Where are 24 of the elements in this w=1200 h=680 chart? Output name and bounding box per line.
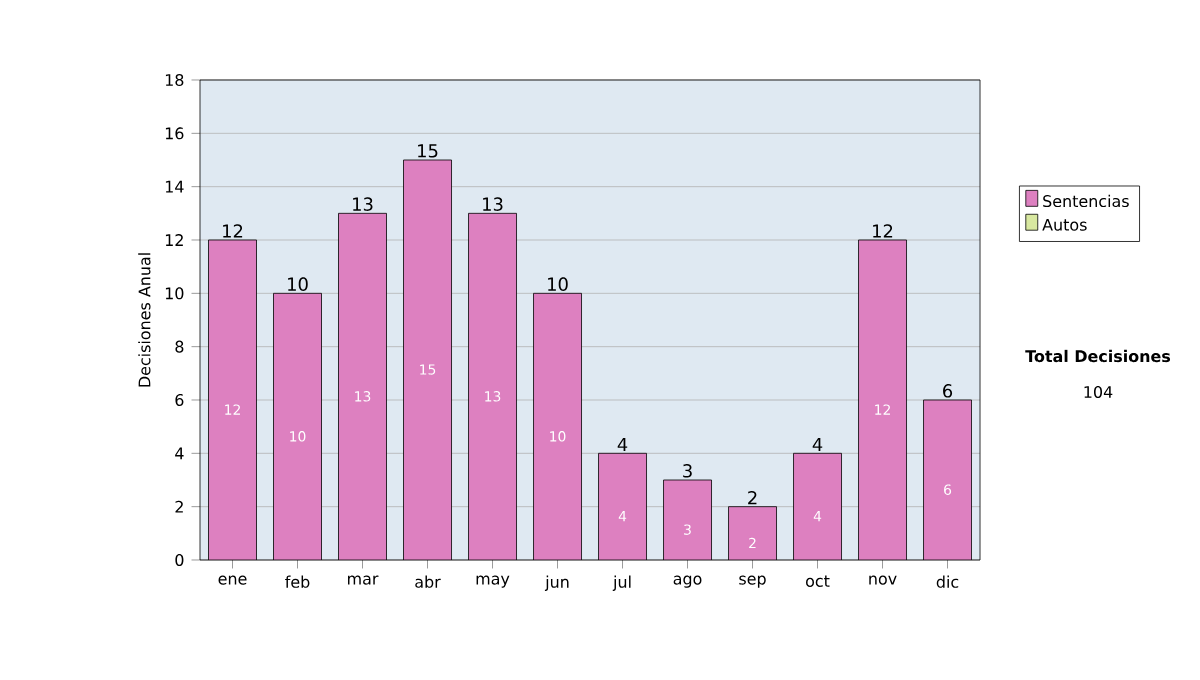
total-label: 12 (223, 224, 243, 238)
total-label: 10 (288, 277, 308, 291)
total-label: 13 (353, 197, 373, 211)
bar (923, 399, 972, 560)
total-label: 10 (548, 277, 568, 291)
bar (663, 480, 712, 560)
total-label: 4 (812, 437, 823, 451)
total-label: 6 (943, 384, 953, 398)
total-label: 4 (617, 437, 628, 451)
bar (338, 213, 387, 560)
bar (793, 453, 842, 560)
total-label: 2 (748, 490, 757, 505)
bar (728, 506, 777, 560)
bar (598, 453, 647, 560)
total-label: 3 (683, 464, 692, 478)
total-label: 15 (418, 144, 438, 158)
bar (533, 293, 582, 560)
bar (858, 239, 907, 560)
bar (468, 213, 517, 560)
bar (403, 159, 452, 560)
total-label: 12 (873, 224, 893, 238)
total-label: 13 (483, 197, 503, 211)
bar (208, 239, 257, 560)
bar (273, 293, 322, 560)
